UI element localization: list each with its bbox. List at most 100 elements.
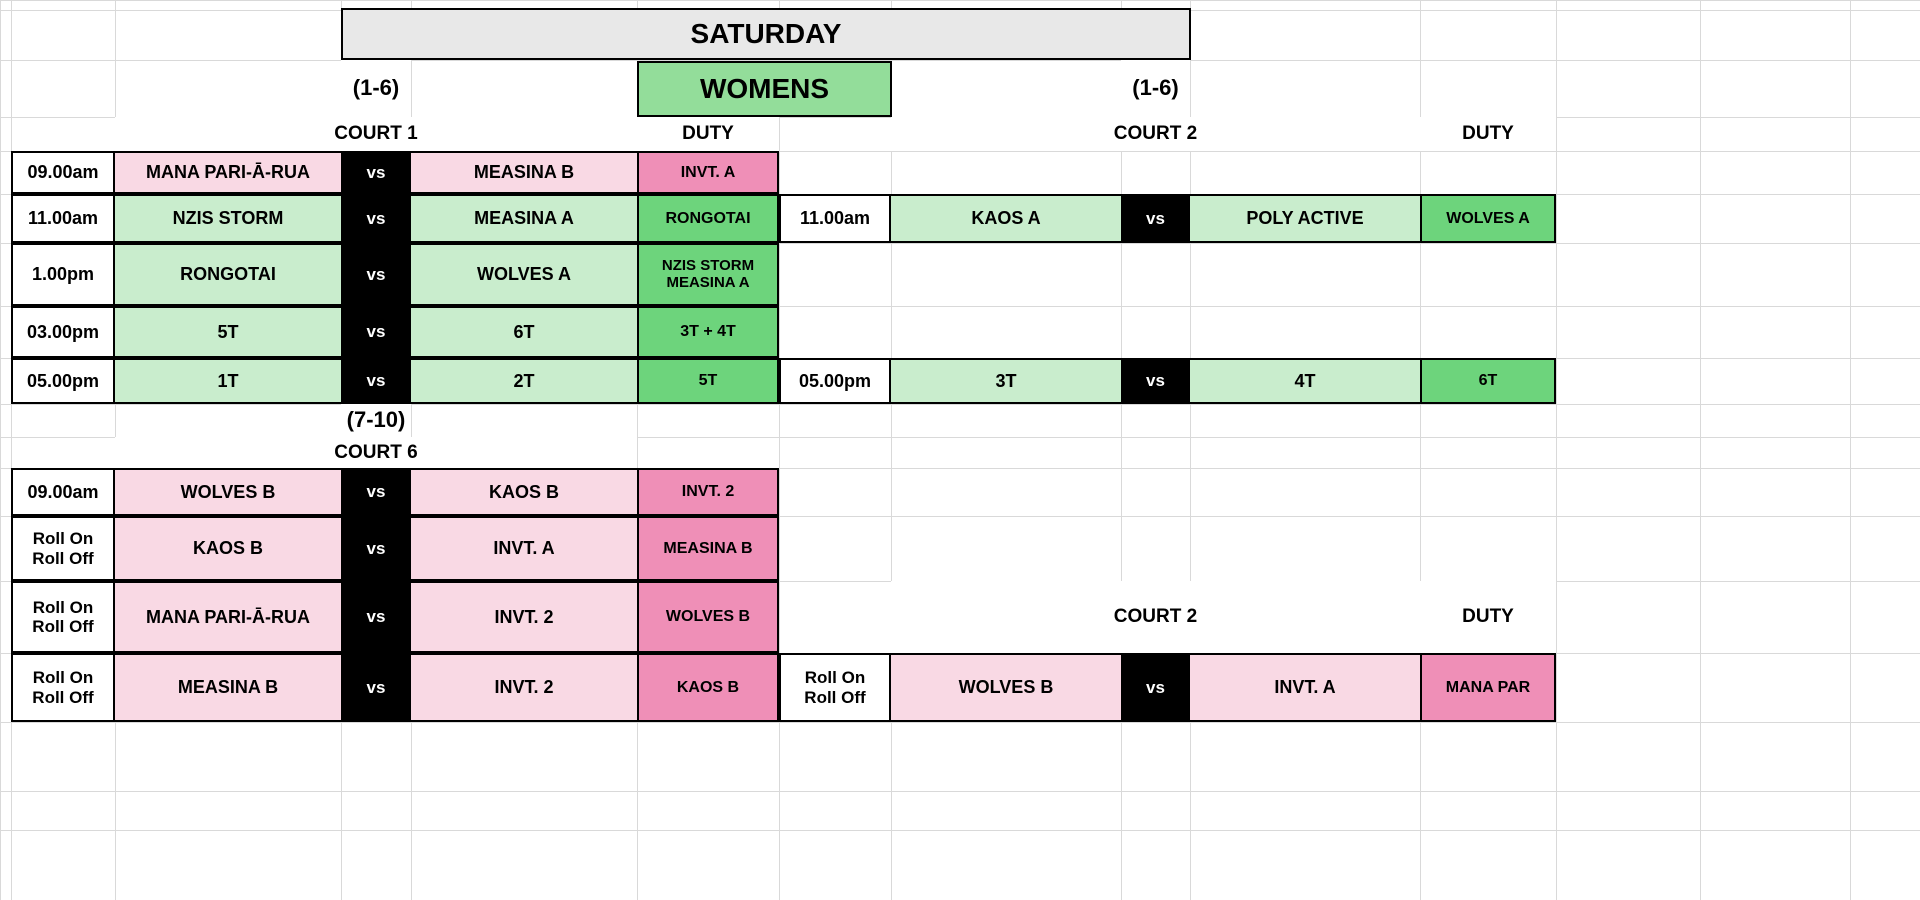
duty-header-bottom-right-label: DUTY [1462, 606, 1514, 628]
home-team-label: 3T [995, 370, 1017, 391]
time-label: Roll On [32, 668, 94, 688]
saturday-banner-label: SATURDAY [690, 18, 842, 50]
home-team-cell: MANA PARI-Ā-RUA [115, 581, 341, 653]
vs-label: vs [1146, 208, 1165, 228]
time-cell: Roll On Roll Off [11, 516, 115, 581]
home-team-label: MANA PARI-Ā-RUA [146, 162, 310, 183]
home-team-label: WOLVES B [180, 481, 276, 502]
vs-cell: vs [341, 358, 411, 404]
duty-label: RONGOTAI [665, 209, 751, 227]
vs-cell: vs [341, 516, 411, 581]
away-team-label: MEASINA B [473, 162, 575, 183]
time-cell: 11.00am [11, 194, 115, 243]
home-team-label: RONGOTAI [180, 264, 276, 285]
vs-label: vs [366, 208, 386, 228]
court1-header-label: COURT 1 [334, 123, 418, 145]
away-team-cell: MEASINA B [411, 151, 637, 194]
duty-cell: 5T [637, 358, 779, 404]
time-cell: 03.00pm [11, 306, 115, 358]
time-cell: 05.00pm [11, 358, 115, 404]
womens-banner-label: WOMENS [699, 73, 830, 105]
time-label: 05.00pm [26, 370, 100, 391]
pool-label-right-top-text: (1-6) [1132, 75, 1179, 101]
time-cell: Roll On Roll Off [11, 653, 115, 722]
away-team-label: INVT. A [1274, 677, 1336, 698]
duty-label: INVT. A [680, 163, 736, 181]
duty-label: KAOS B [676, 678, 740, 696]
duty-label-second: MEASINA A [666, 273, 750, 291]
duty-cell: 3T + 4T [637, 306, 779, 358]
duty-header-left-top-label: DUTY [682, 123, 734, 145]
time-cell-right: 11.00am [779, 194, 891, 243]
home-team-cell: 1T [115, 358, 341, 404]
time-label: 11.00am [799, 208, 871, 229]
home-team-label: NZIS STORM [172, 208, 284, 229]
time-cell: 09.00am [11, 468, 115, 516]
time-label: Roll On [804, 668, 866, 688]
vs-label: vs [366, 322, 386, 342]
duty-cell-right: WOLVES A [1420, 194, 1556, 243]
away-team-label: 6T [513, 321, 535, 342]
home-team-label: 5T [217, 321, 239, 342]
time-label: 1.00pm [31, 264, 95, 285]
away-team-cell: 6T [411, 306, 637, 358]
home-team-cell-right: 3T [891, 358, 1121, 404]
vs-cell-right: vs [1121, 194, 1190, 243]
pool-label-left-bottom: (7-10) [341, 404, 411, 437]
duty-label: WOLVES A [1446, 209, 1530, 227]
away-team-label: 4T [1294, 370, 1316, 391]
duty-header-right-top: DUTY [1420, 117, 1556, 151]
duty-label: NZIS STORM [661, 256, 755, 274]
duty-header-left-top: DUTY [637, 117, 779, 151]
duty-label: 5T [698, 372, 718, 390]
time-label-second: Roll Off [804, 687, 866, 707]
court2-header-bottom-label: COURT 2 [1113, 606, 1198, 628]
pool-label-left-top: (1-6) [341, 60, 411, 117]
time-cell-right: Roll On Roll Off [779, 653, 891, 722]
duty-cell: RONGOTAI [637, 194, 779, 243]
court6-header: COURT 6 [115, 437, 637, 468]
duty-header-right-top-label: DUTY [1462, 123, 1514, 145]
home-team-cell: RONGOTAI [115, 243, 341, 306]
away-team-label: 2T [513, 370, 535, 391]
vs-label: vs [366, 677, 386, 697]
vs-cell: vs [341, 581, 411, 653]
duty-label: MANA PAR [1445, 678, 1531, 696]
home-team-cell-right: WOLVES B [891, 653, 1121, 722]
away-team-label: WOLVES A [477, 264, 571, 285]
away-team-cell: 2T [411, 358, 637, 404]
time-cell: 09.00am [11, 151, 115, 194]
duty-label: MEASINA B [663, 539, 753, 557]
duty-label: 3T + 4T [680, 323, 736, 341]
away-team-cell: MEASINA A [411, 194, 637, 243]
vs-label: vs [366, 607, 386, 627]
time-label-second: Roll Off [32, 617, 94, 636]
vs-label: vs [1146, 677, 1165, 697]
pool-label-left-top-text: (1-6) [352, 75, 400, 101]
court2-header-top-label: COURT 2 [1113, 123, 1198, 145]
away-team-cell: INVT. 2 [411, 653, 637, 722]
time-label: 05.00pm [798, 370, 872, 391]
away-team-label: POLY ACTIVE [1246, 208, 1364, 229]
home-team-cell: MANA PARI-Ā-RUA [115, 151, 341, 194]
duty-cell: MEASINA B [637, 516, 779, 581]
saturday-banner: SATURDAY [341, 8, 1191, 60]
vs-cell: vs [341, 194, 411, 243]
duty-cell-right: MANA PAR [1420, 653, 1556, 722]
time-cell: Roll On Roll Off [11, 581, 115, 653]
vs-cell: vs [341, 243, 411, 306]
court1-header: COURT 1 [115, 117, 637, 151]
duty-label: 6T [1478, 372, 1498, 390]
time-label: Roll On [32, 597, 94, 617]
duty-cell: INVT. 2 [637, 468, 779, 516]
away-team-cell: INVT. A [411, 516, 637, 581]
duty-header-bottom-right: DUTY [1420, 581, 1556, 653]
home-team-label: MEASINA B [177, 677, 279, 698]
home-team-cell: 5T [115, 306, 341, 358]
time-label: 09.00am [27, 162, 99, 183]
away-team-label: INVT. A [493, 538, 555, 559]
time-cell-right: 05.00pm [779, 358, 891, 404]
duty-cell: INVT. A [637, 151, 779, 194]
home-team-label: MANA PARI-Ā-RUA [146, 606, 310, 627]
